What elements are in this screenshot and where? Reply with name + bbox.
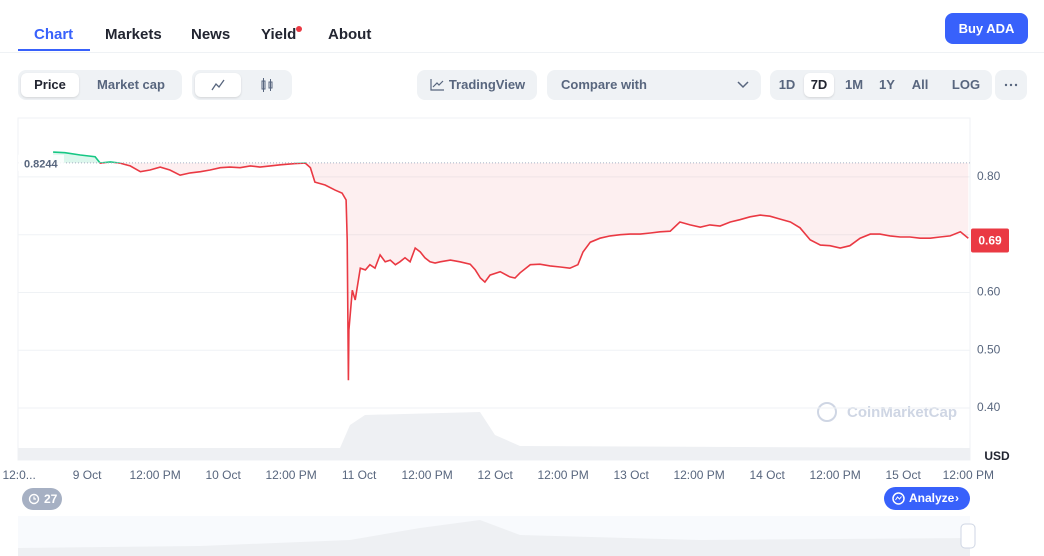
events-count: 27 xyxy=(44,492,58,506)
x-tick-label: 12:00 PM xyxy=(129,468,180,482)
x-tick-label: 12:00 PM xyxy=(537,468,588,482)
baseline-label-bg xyxy=(18,154,64,171)
price-area xyxy=(53,162,969,381)
x-tick-label: 12:00 PM xyxy=(809,468,860,482)
tab[interactable]: News xyxy=(191,26,231,43)
compare-label: Compare with xyxy=(561,77,647,92)
x-tick-label: 9 Oct xyxy=(73,468,102,482)
navigator-handle[interactable] xyxy=(960,523,976,549)
watermark-logo xyxy=(817,402,837,422)
range[interactable]: 1Y xyxy=(879,77,895,92)
range[interactable]: 7D xyxy=(804,73,834,97)
unit-label: USD xyxy=(984,449,1010,463)
x-tick-label: 14 Oct xyxy=(749,468,785,482)
range[interactable]: 1D xyxy=(778,77,796,92)
compare-dropdown[interactable]: Compare with xyxy=(547,70,761,100)
y-tick-label: 0.50 xyxy=(977,342,1001,356)
range-toggle: 1D 7D 1M 1Y All LOG xyxy=(770,70,992,100)
navigator-area xyxy=(18,520,970,556)
y-tick-label: 0.40 xyxy=(977,400,1001,414)
y-tick-label: 0.60 xyxy=(977,285,1001,299)
x-tick-label: 15 Oct xyxy=(885,468,921,482)
price-tag xyxy=(971,228,1009,253)
price-area-up xyxy=(53,152,118,163)
tradingview-button[interactable]: TradingView xyxy=(417,70,537,100)
candle-style[interactable] xyxy=(244,73,290,97)
tab-underline xyxy=(18,49,90,51)
analyze-button[interactable]: Analyze › xyxy=(884,487,970,510)
watermark: CoinMarketCap xyxy=(847,404,957,421)
x-tick-label: 12:00 PM xyxy=(943,468,994,482)
x-tick-label: 12 Oct xyxy=(477,468,513,482)
baseline-label: 0.8244 xyxy=(24,159,59,171)
x-tick-label: 12:0... xyxy=(2,468,35,482)
x-tick-label: 12:00 PM xyxy=(265,468,316,482)
price-line xyxy=(98,162,969,381)
x-tick-label: 12:00 PM xyxy=(401,468,452,482)
price-toggle[interactable]: Price xyxy=(21,73,79,97)
badge-dot xyxy=(296,26,302,32)
line-style[interactable] xyxy=(195,73,241,97)
buy-button[interactable]: Buy ADA xyxy=(945,13,1028,44)
tab[interactable]: Chart xyxy=(34,26,74,43)
log-toggle[interactable]: LOG xyxy=(951,77,981,92)
events-pill[interactable]: 27 xyxy=(22,488,62,510)
divider xyxy=(0,52,1044,53)
tab[interactable]: Yield xyxy=(261,26,297,43)
x-tick-label: 12:00 PM xyxy=(673,468,724,482)
analyze-label: Analyze xyxy=(909,491,955,505)
more-button[interactable] xyxy=(995,70,1027,100)
tradingview-label: TradingView xyxy=(448,77,526,92)
x-tick-label: 13 Oct xyxy=(613,468,649,482)
price-tag-label: 0.69 xyxy=(978,234,1002,248)
marketcap-toggle[interactable]: Market cap xyxy=(97,77,165,92)
x-tick-label: 10 Oct xyxy=(205,468,241,482)
style-toggle xyxy=(192,70,292,100)
x-tick-label: 11 Oct xyxy=(342,468,377,482)
range[interactable]: All xyxy=(911,77,929,92)
chevron: › xyxy=(955,491,959,505)
tab[interactable]: About xyxy=(328,26,372,43)
range[interactable]: 1M xyxy=(844,77,864,92)
y-tick-label: 0.80 xyxy=(977,169,1001,183)
view-toggle: Price Market cap xyxy=(18,70,182,100)
volume-area xyxy=(18,412,970,460)
tab[interactable]: Markets xyxy=(105,26,162,43)
